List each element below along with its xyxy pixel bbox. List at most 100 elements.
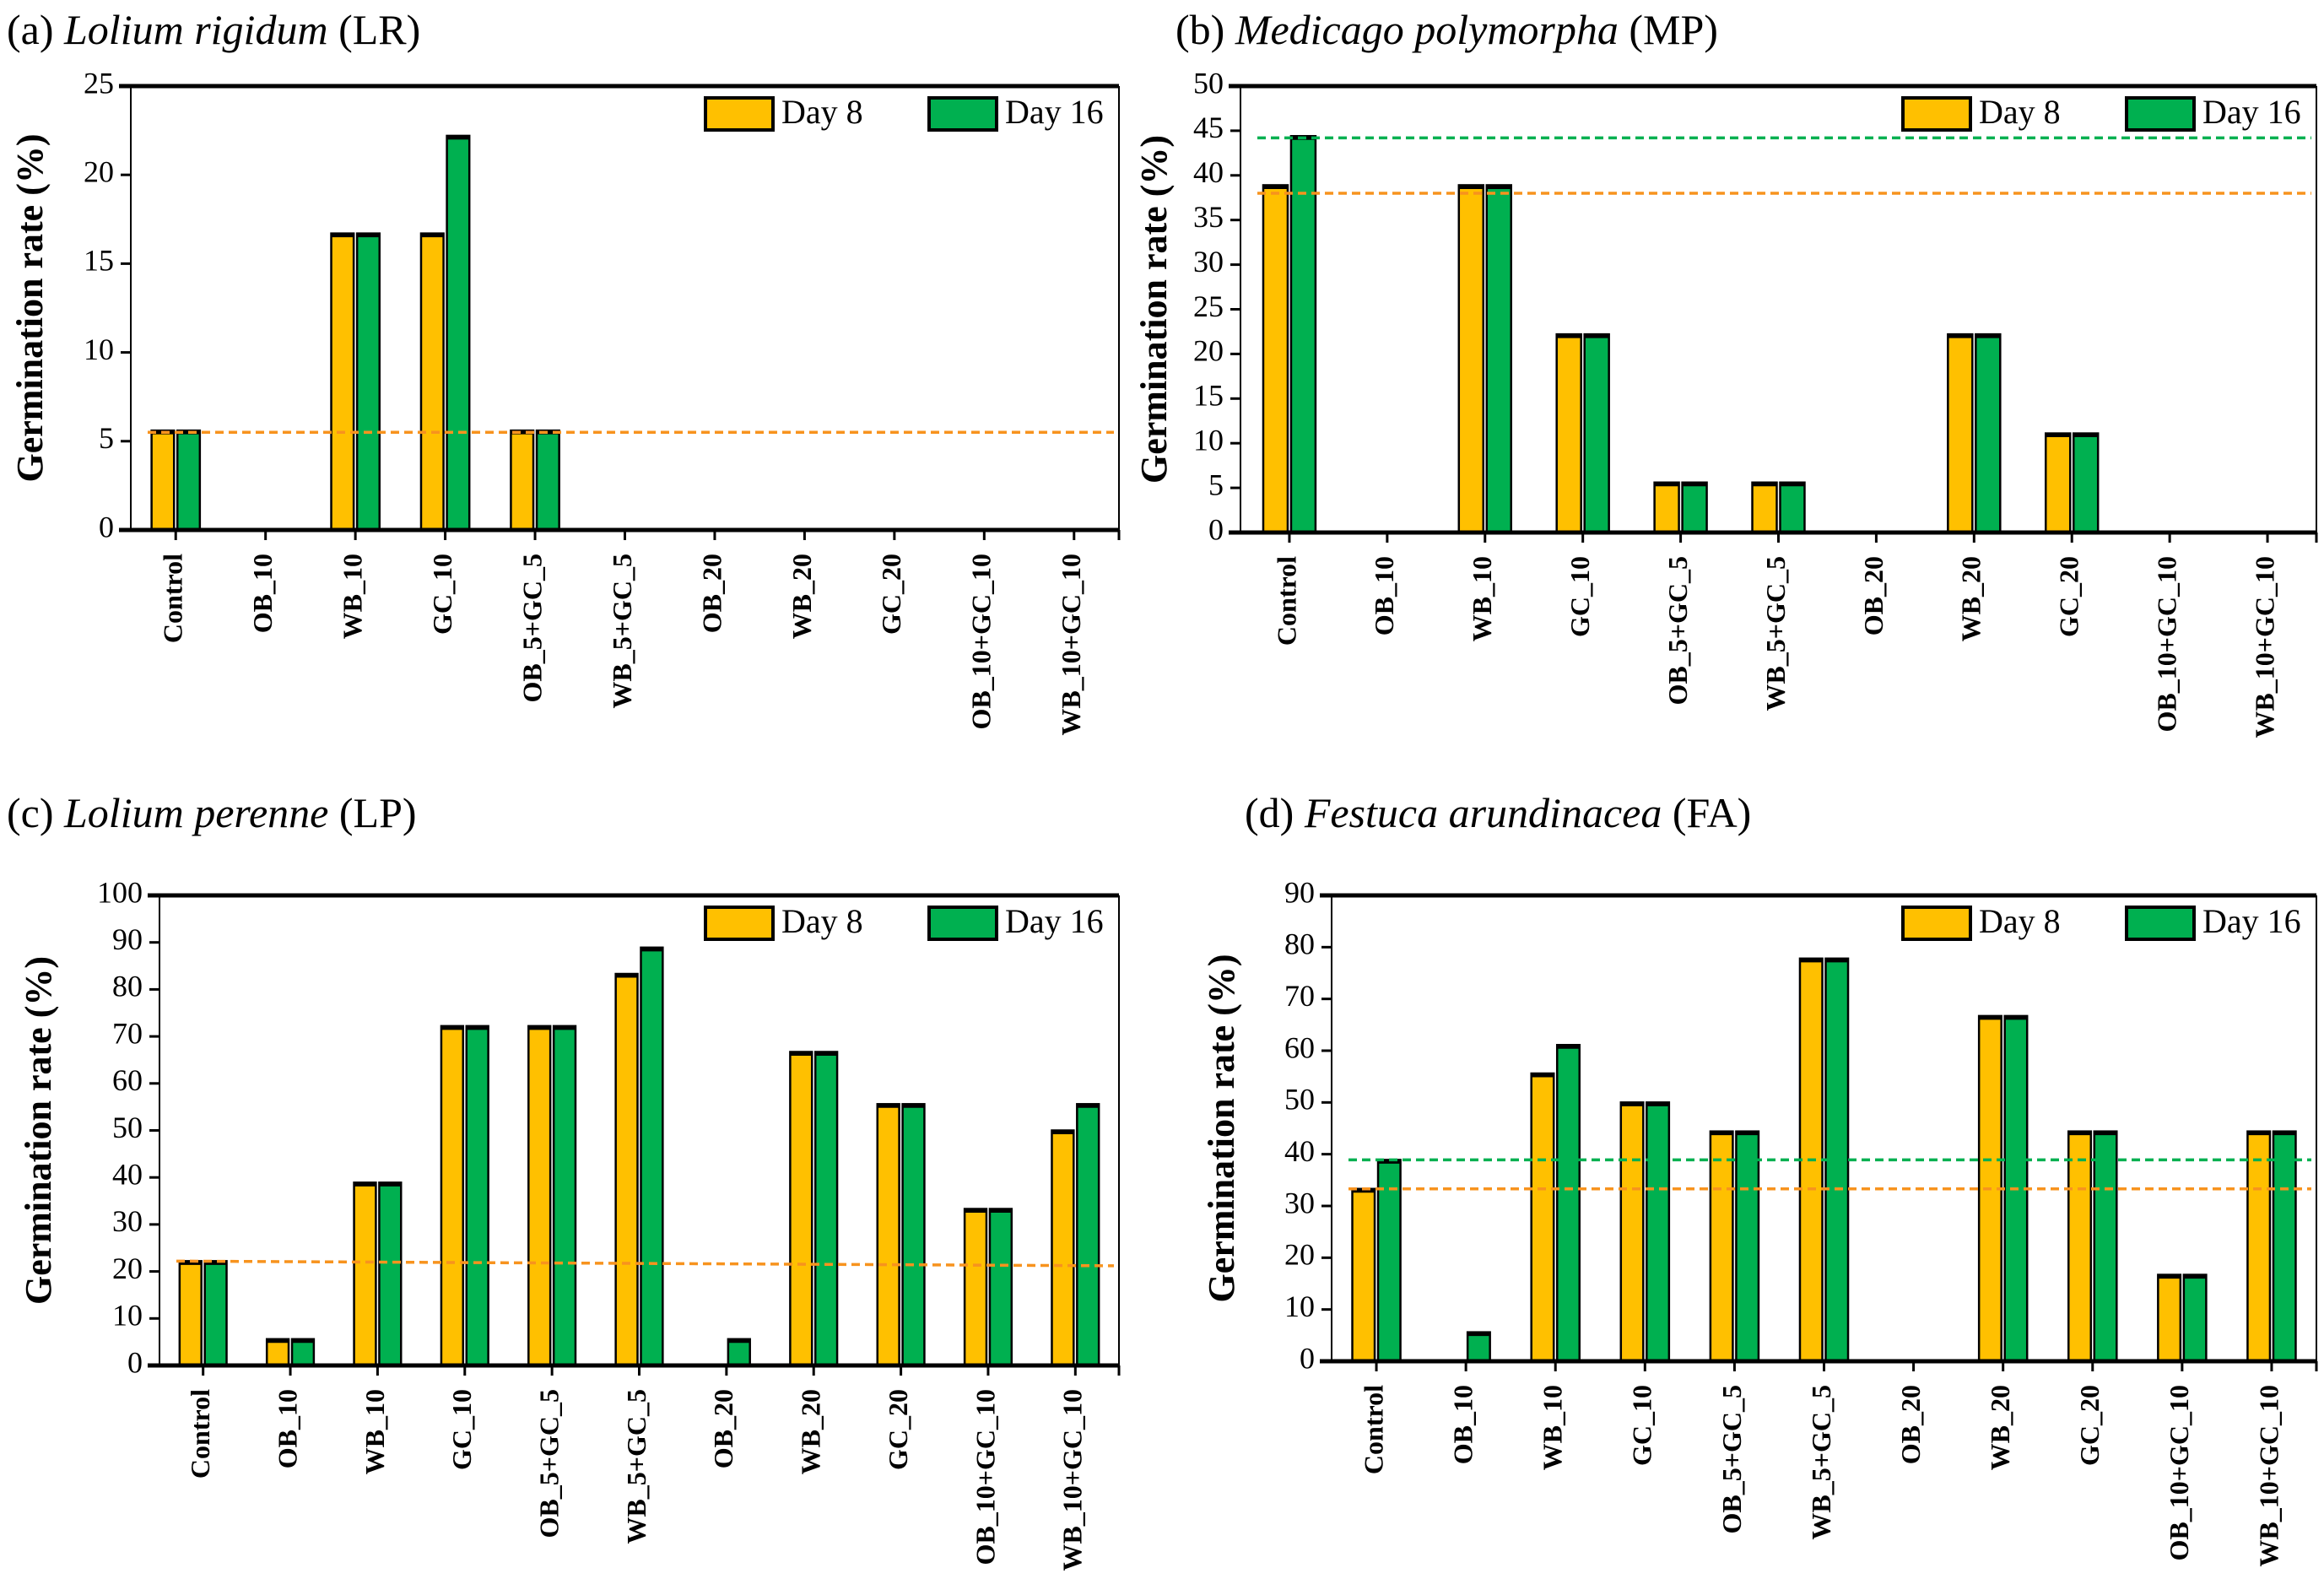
bar-day8 (510, 429, 535, 532)
y-tick-label: 30 (112, 1204, 143, 1238)
y-tick-label: 0 (127, 1345, 143, 1379)
bar-day16 (290, 1338, 316, 1367)
y-tick-label: 80 (112, 970, 143, 1003)
y-tick-label: 0 (1300, 1341, 1315, 1375)
y-tick-label: 100 (97, 875, 143, 909)
bar-day16 (2072, 432, 2100, 534)
title-abbreviation: (FA) (1662, 789, 1751, 836)
legend-swatch-day8 (704, 96, 775, 132)
chart-title: (d) Festuca arundinacea (FA) (1245, 789, 1751, 836)
bar-day16 (1681, 481, 1708, 534)
x-tick-label: WB_10 (359, 1389, 390, 1474)
bar-day8 (963, 1208, 988, 1367)
legend-swatch-day8 (1901, 96, 1972, 132)
bar-day16 (2272, 1130, 2297, 1363)
legend-label: Day 16 (2202, 902, 2301, 940)
bar-day8 (1619, 1101, 1645, 1363)
y-tick-label: 90 (1284, 875, 1315, 909)
y-tick-label: 30 (1284, 1186, 1315, 1219)
bar-day16 (1583, 333, 1610, 534)
x-tick-label: OB_10+GC_10 (2164, 1385, 2194, 1560)
y-tick-label: 60 (112, 1063, 143, 1097)
x-tick-label: WB_10+GC_10 (2249, 556, 2279, 738)
legend-swatch-day16 (927, 906, 998, 941)
bar-day16 (901, 1103, 926, 1367)
bar-day8 (1457, 184, 1485, 534)
legend-swatch-day16 (2125, 96, 2196, 132)
bar-day8 (1653, 481, 1680, 534)
bar-day8 (178, 1260, 203, 1367)
x-tick-label: OB_10+GC_10 (970, 1389, 1000, 1565)
bar-day16 (1289, 134, 1317, 534)
bar-day16 (203, 1260, 228, 1367)
y-tick-label: 35 (1193, 200, 1224, 234)
x-tick-label: GC_10 (446, 1389, 477, 1470)
x-tick-label: OB_5+GC_5 (1716, 1385, 1747, 1533)
bar-day16 (727, 1338, 751, 1367)
bar-day8 (527, 1025, 552, 1367)
y-tick-label: 5 (1208, 468, 1224, 501)
x-tick-label: WB_10+GC_10 (2253, 1385, 2283, 1567)
title-species: Medicago polymorpha (1235, 6, 1619, 53)
bar-day16 (355, 232, 381, 532)
bar-day16 (640, 946, 664, 1367)
x-tick-label: GC_20 (2074, 1385, 2105, 1466)
bar-day16 (1076, 1103, 1100, 1367)
x-tick-label: OB_20 (1895, 1385, 1926, 1464)
y-tick-label: 15 (1193, 379, 1224, 413)
x-tick-label: OB_10 (247, 554, 278, 633)
bar-day8 (614, 972, 639, 1367)
x-tick-label: OB_10+GC_10 (2151, 556, 2181, 732)
legend-label: Day 8 (1979, 902, 2061, 940)
y-tick-label: 25 (84, 66, 114, 100)
title-species: Festuca arundinacea (1304, 789, 1662, 836)
y-tick-label: 0 (99, 510, 114, 543)
title-label: (b) (1176, 6, 1235, 53)
bar-day8 (330, 232, 355, 532)
legend-swatch-day16 (927, 96, 998, 132)
x-tick-label: WB_10 (1467, 556, 1497, 641)
x-tick-label: GC_20 (2054, 556, 2084, 637)
chart-title: (c) Lolium perenne (LP) (7, 789, 417, 836)
x-tick-label: WB_10 (337, 554, 367, 639)
y-tick-label: 50 (112, 1111, 143, 1144)
x-tick-label: WB_10+GC_10 (1056, 554, 1086, 736)
y-tick-label: 30 (1193, 245, 1224, 278)
x-tick-label: WB_20 (1956, 556, 1986, 641)
legend-label: Day 16 (1005, 902, 1104, 940)
x-tick-label: WB_5+GC_5 (607, 554, 637, 709)
bar-day16 (1779, 481, 1806, 534)
x-tick-label: GC_10 (427, 554, 457, 635)
bar-day8 (1947, 333, 1974, 534)
bar-day8 (2067, 1130, 2093, 1363)
bar-day16 (378, 1181, 403, 1367)
title-species: Lolium perenne (63, 789, 328, 836)
x-tick-label: OB_20 (708, 1389, 738, 1468)
y-tick-label: 20 (1193, 334, 1224, 368)
x-tick-label: OB_5+GC_5 (516, 554, 547, 702)
y-tick-label: 20 (84, 154, 114, 188)
x-tick-label: GC_10 (1627, 1385, 1657, 1466)
bar-day8 (1351, 1187, 1376, 1363)
bar-day8 (1709, 1130, 1734, 1363)
x-tick-label: WB_5+GC_5 (1806, 1385, 1836, 1540)
legend-swatch-day16 (2125, 906, 2196, 941)
bar-day8 (150, 429, 176, 532)
bar-day16 (1975, 333, 2002, 534)
bar-day16 (446, 134, 471, 532)
x-tick-label: GC_10 (1565, 556, 1595, 637)
bar-day8 (353, 1181, 377, 1367)
legend-swatch-day8 (1901, 906, 1972, 941)
x-tick-label: Control (185, 1389, 215, 1479)
x-tick-label: OB_10 (1447, 1385, 1478, 1464)
x-tick-label: OB_5+GC_5 (533, 1389, 564, 1538)
title-label: (d) (1245, 789, 1305, 836)
title-species: Lolium rigidum (63, 6, 328, 53)
bar-day8 (1751, 481, 1778, 534)
y-tick-label: 5 (99, 421, 114, 455)
bar-day16 (465, 1025, 489, 1367)
x-tick-label: OB_10 (272, 1389, 302, 1468)
y-tick-label: 40 (1193, 155, 1224, 189)
y-axis-label: Germination rate (%) (9, 134, 51, 483)
